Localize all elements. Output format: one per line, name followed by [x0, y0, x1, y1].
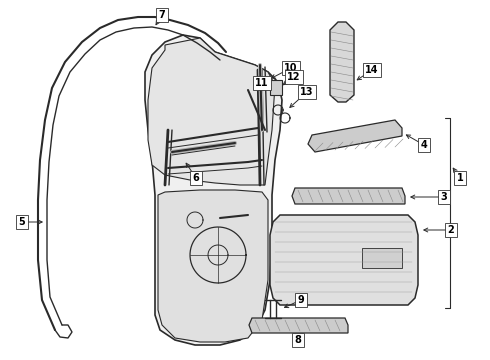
Polygon shape — [308, 120, 402, 152]
Text: 14: 14 — [365, 65, 379, 75]
Polygon shape — [362, 248, 402, 268]
Text: 12: 12 — [287, 72, 301, 82]
Text: 4: 4 — [420, 140, 427, 150]
Polygon shape — [145, 35, 282, 345]
Text: 9: 9 — [297, 295, 304, 305]
Polygon shape — [330, 22, 354, 102]
Text: 6: 6 — [193, 173, 199, 183]
Polygon shape — [249, 318, 348, 333]
Polygon shape — [270, 215, 418, 305]
Text: 10: 10 — [284, 63, 298, 73]
Text: 13: 13 — [300, 87, 314, 97]
Polygon shape — [292, 188, 405, 204]
Text: 1: 1 — [457, 173, 464, 183]
Text: 8: 8 — [294, 335, 301, 345]
Polygon shape — [270, 80, 282, 95]
Text: 5: 5 — [19, 217, 25, 227]
Polygon shape — [158, 190, 268, 342]
Text: 11: 11 — [255, 78, 269, 88]
Polygon shape — [148, 38, 275, 185]
Text: 3: 3 — [441, 192, 447, 202]
Text: 2: 2 — [448, 225, 454, 235]
Text: 7: 7 — [159, 10, 166, 20]
